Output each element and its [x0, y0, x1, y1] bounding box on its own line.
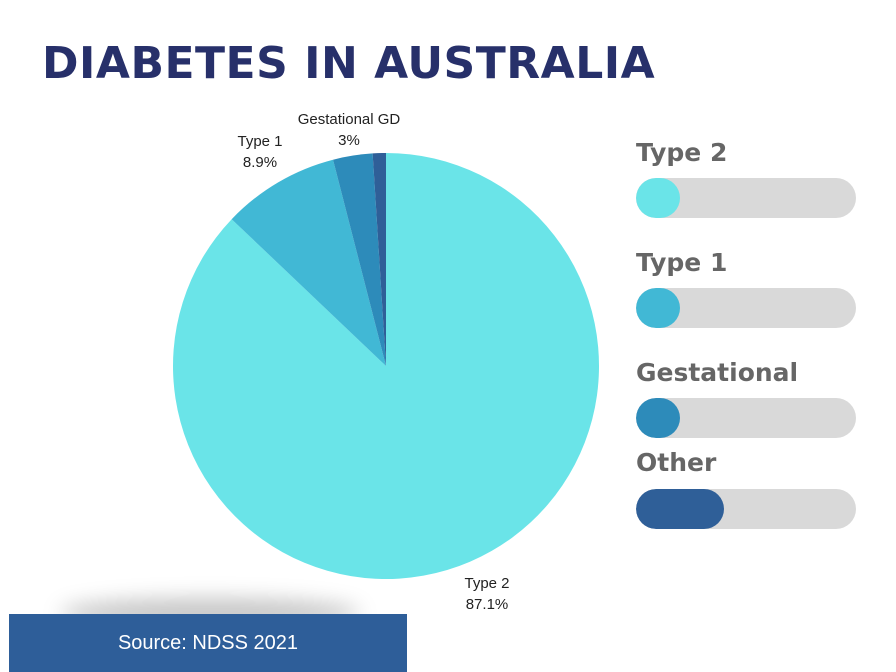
legend-item-other: Other — [636, 448, 858, 529]
legend-bar-track — [636, 489, 856, 529]
page-title: DIABETES IN AUSTRALIA — [42, 38, 656, 89]
legend-bar-fill — [636, 398, 680, 438]
pie-slice-type-1 — [231, 159, 386, 366]
legend-bar-track — [636, 288, 856, 328]
pie-slice-gestational — [333, 153, 386, 366]
pie-data-label: Gestational GD 3% — [298, 111, 401, 149]
legend-label: Type 2 — [636, 138, 728, 167]
legend-item-type-2: Type 2 — [636, 138, 858, 218]
pie-slice-type-2 — [173, 152, 600, 579]
pie-data-label: Type 1 8.9% — [237, 133, 282, 171]
pie-data-label: Type 2 87.1% — [464, 575, 509, 613]
legend-item-type-1: Type 1 — [636, 248, 858, 328]
legend-label: Other — [636, 448, 717, 477]
legend-item-gestational: Gestational — [636, 358, 858, 438]
legend-label: Type 1 — [636, 248, 728, 277]
legend-bar-fill — [636, 489, 724, 529]
legend-bar-fill — [636, 288, 680, 328]
legend-label: Gestational — [636, 358, 799, 387]
source-banner: Source: NDSS 2021 — [9, 614, 407, 672]
pie-slice-other — [372, 153, 386, 366]
legend-bar-track — [636, 398, 856, 438]
legend-bar-track — [636, 178, 856, 218]
legend-bar-fill — [636, 178, 680, 218]
